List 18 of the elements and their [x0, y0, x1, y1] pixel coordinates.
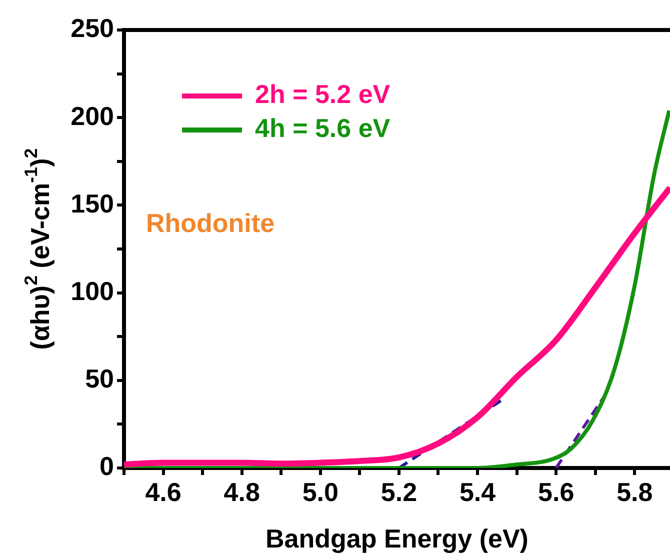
x-tick-label: 5.8 — [616, 476, 653, 507]
y-axis-title: (αhυ)2 (eV-cm-1)2 — [20, 148, 56, 350]
y-tick-label: 100 — [70, 276, 114, 306]
y-tick-label: 50 — [85, 364, 114, 394]
x-tick-label: 5.2 — [380, 476, 418, 507]
x-tick-label: 5.6 — [538, 476, 574, 507]
y-tick-label: 150 — [70, 188, 114, 218]
x-tick-label: 4.6 — [145, 476, 182, 507]
legend-label: 4h = 5.6 eV — [255, 113, 391, 144]
y-tick-label: 200 — [70, 100, 114, 131]
x-tick-label: 5.4 — [459, 476, 496, 507]
y-tick-label: 250 — [70, 13, 114, 44]
x-tick-label: 4.8 — [224, 476, 260, 507]
y-tick-label: 0 — [100, 451, 114, 482]
annotation: Rhodonite — [146, 208, 275, 238]
text: 5.0 — [302, 476, 338, 507]
legend-label: 2h = 5.2 eV — [255, 79, 391, 110]
x-axis-title: Bandgap Energy (eV) — [266, 524, 528, 554]
